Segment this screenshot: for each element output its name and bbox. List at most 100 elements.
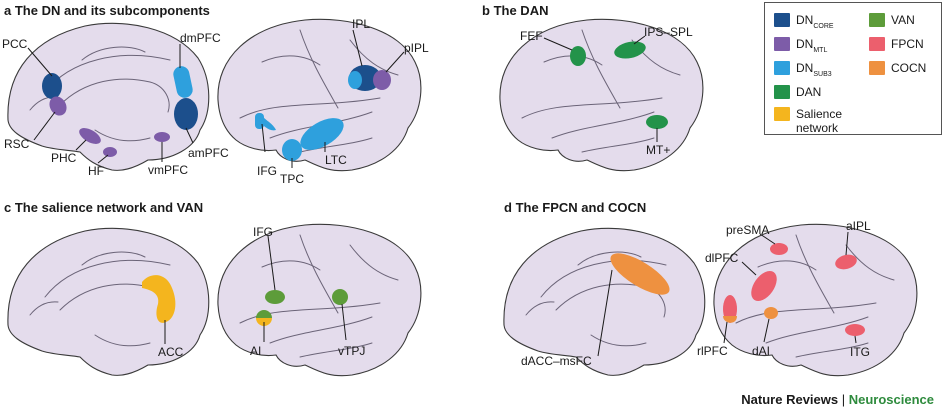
vtpj-label: vTPJ	[338, 344, 365, 358]
legend-label-cocn: COCN	[891, 61, 927, 75]
ampfc-region	[174, 98, 198, 130]
fef-leader	[543, 37, 573, 51]
journal-name: Nature Reviews	[741, 392, 839, 407]
presma-leader	[759, 233, 776, 245]
legend-swatch-dn-core	[774, 13, 790, 27]
dlpfc-label: dlPFC	[705, 251, 739, 265]
journal-credit: Nature Reviews | Neuroscience	[741, 392, 934, 407]
legend-label-fpcn: FPCN	[891, 37, 924, 51]
hf-region	[103, 147, 117, 157]
ips-spl-label: IPS–SPL	[644, 25, 693, 39]
acc-region	[142, 275, 176, 323]
acc-label: ACC	[158, 345, 184, 359]
legend-swatch-dn-sub3	[774, 61, 790, 75]
panel-c-lateral-brain	[217, 223, 422, 377]
legend-item-fpcn: FPCN	[869, 37, 924, 51]
ai-region-van	[256, 310, 272, 318]
legend-swatch-cocn	[869, 61, 885, 75]
presma-label: preSMA	[726, 223, 769, 237]
dai-region	[764, 307, 778, 319]
vtpj-leader	[341, 303, 347, 341]
legend-item-dan: DAN	[774, 85, 821, 99]
panel-a-medial-leaders	[27, 44, 194, 164]
phc-label: PHC	[51, 151, 77, 165]
aipl-leader	[845, 231, 849, 256]
legend-item-dn-mtl: DNMTL	[774, 37, 827, 54]
itg-region	[845, 324, 865, 336]
legend-label-van: VAN	[891, 13, 915, 27]
mt-region	[646, 115, 668, 129]
dai-label: dAI	[752, 344, 770, 358]
itg-leader	[854, 335, 857, 344]
vtpj-region	[332, 289, 348, 305]
rlpfc-label: rlPFC	[697, 344, 728, 358]
ips-spl-region	[614, 41, 646, 59]
legend-item-dn-sub3: DNSUB3	[774, 61, 832, 78]
dacc-msfc-region	[610, 253, 670, 295]
fef-region	[570, 46, 586, 66]
itg-label: ITG	[850, 345, 870, 359]
pcc-label: PCC	[2, 37, 28, 51]
legend-swatch-salience	[774, 107, 790, 121]
phc-region	[79, 128, 101, 144]
dmpfc-label: dmPFC	[180, 31, 221, 45]
mt-label: MT+	[646, 143, 670, 157]
legend-swatch-dn-mtl	[774, 37, 790, 51]
legend-swatch-fpcn	[869, 37, 885, 51]
panel-d-title: d The FPCN and COCN	[504, 200, 646, 215]
journal-section: Neuroscience	[848, 392, 934, 407]
ifg-c-region	[265, 290, 285, 304]
pcc-region	[42, 73, 62, 99]
ipl-label: IPL	[352, 17, 370, 31]
aipl-region	[835, 254, 857, 270]
dai-leader	[763, 318, 770, 343]
hf-label: HF	[88, 164, 104, 178]
panel-c-title: c The salience network and VAN	[4, 200, 203, 215]
legend-label-dn-mtl: DNMTL	[796, 37, 828, 54]
legend-label-dan: DAN	[796, 85, 822, 99]
legend-item-dn-core: DNCORE	[774, 13, 834, 30]
legend-label-dn-core: DNCORE	[796, 13, 834, 30]
dacc-msfc-leader	[597, 269, 613, 357]
panel-a-medial-brain	[7, 22, 210, 171]
rlpfc-cocn-region	[723, 316, 737, 323]
dlpfc-leader	[741, 261, 757, 276]
ltc-label: LTC	[325, 153, 347, 167]
ltc-region	[300, 118, 344, 150]
ifg-a-label: IFG	[257, 164, 277, 178]
rlpfc-leader	[723, 321, 728, 344]
legend-label-dn-sub3: DNSUB3	[796, 61, 832, 78]
ifg-c-leader	[267, 235, 276, 291]
ai-label: AI	[250, 344, 261, 358]
legend: DNCORE DNMTL DNSUB3 DAN Salience network…	[764, 2, 942, 135]
legend-item-salience: Salience network	[774, 107, 864, 135]
vmpfc-label: vmPFC	[148, 163, 188, 177]
aipl-label: aIPL	[846, 219, 871, 233]
pipl-label: pIPL	[404, 41, 429, 55]
dmpfc-region	[173, 66, 193, 98]
fef-label: FEF	[520, 29, 543, 43]
credit-separator: |	[838, 392, 849, 407]
rsc-region	[49, 96, 67, 116]
ifg-c-label: IFG	[253, 225, 273, 239]
tpc-label: TPC	[280, 172, 304, 186]
legend-swatch-van	[869, 13, 885, 27]
panel-d-lateral-brain	[713, 223, 918, 377]
panel-a-title: a The DN and its subcomponents	[4, 3, 210, 18]
pipl-region	[373, 70, 391, 90]
rsc-label: RSC	[4, 137, 30, 151]
tpc-region	[282, 139, 302, 161]
legend-item-cocn: COCN	[869, 61, 926, 75]
panel-b-title: b The DAN	[482, 3, 548, 18]
panel-a-lateral-leaders	[261, 29, 405, 168]
panel-a-lateral-brain	[217, 18, 422, 172]
legend-swatch-dan	[774, 85, 790, 99]
legend-label-salience: Salience network	[796, 107, 843, 135]
vmpfc-region	[154, 132, 170, 142]
ampfc-label: amPFC	[188, 146, 229, 160]
ipl-light-region	[348, 71, 362, 89]
dlpfc-region	[751, 270, 777, 302]
legend-item-van: VAN	[869, 13, 915, 27]
presma-region	[770, 243, 788, 255]
